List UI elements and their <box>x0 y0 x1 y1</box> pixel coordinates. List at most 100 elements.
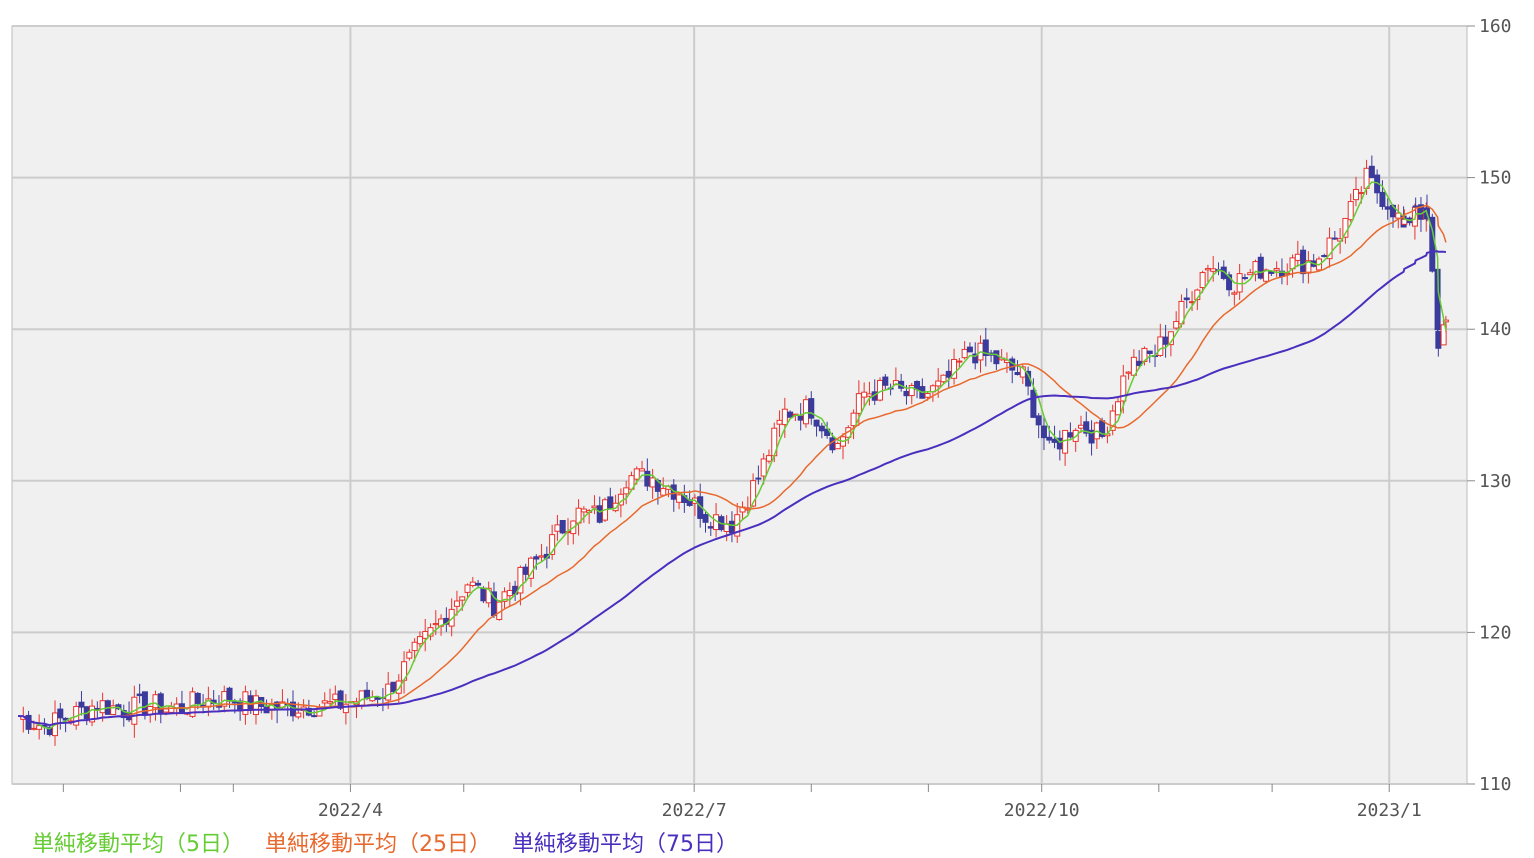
candle-down <box>945 370 952 378</box>
x-tick-label: 2022/10 <box>1004 800 1080 821</box>
candle-down <box>755 477 762 480</box>
candle-up <box>850 412 857 427</box>
candle-up <box>591 505 598 509</box>
candle-down <box>78 701 85 708</box>
candle-up <box>802 399 809 425</box>
legend-ma25: 単純移動平均（25日） <box>265 832 491 857</box>
candle-up <box>1109 410 1116 431</box>
candle-up <box>580 508 587 513</box>
y-tick-label: 140 <box>1479 319 1512 340</box>
candle-down <box>1030 389 1037 418</box>
candle-up <box>1210 268 1217 272</box>
y-tick-label: 150 <box>1479 168 1512 189</box>
y-tick-label: 120 <box>1479 622 1512 643</box>
candle-down <box>728 520 735 534</box>
candle-down <box>337 690 344 709</box>
candle-up <box>1337 238 1344 242</box>
candle-down <box>559 519 566 534</box>
candle-down <box>390 681 397 693</box>
plot-area <box>11 25 1468 785</box>
ma-line-1 <box>17 181 1447 730</box>
candle-down <box>1321 255 1328 258</box>
candle-down <box>797 415 804 421</box>
candle-down <box>231 701 238 704</box>
candle-up <box>1358 192 1365 195</box>
candle-up <box>395 680 402 694</box>
candle-down <box>1040 425 1047 439</box>
candle-up <box>750 480 757 507</box>
candle-up <box>89 705 96 723</box>
candle-down <box>903 390 910 397</box>
candle-down <box>1379 191 1386 207</box>
candle-up <box>908 384 915 397</box>
candle-up <box>660 488 667 496</box>
candle-up <box>781 408 788 426</box>
candle-up <box>385 683 392 701</box>
candle-up <box>1231 292 1238 295</box>
candle-down <box>226 687 233 702</box>
y-tick-label: 130 <box>1479 471 1512 492</box>
candle-up <box>501 591 508 602</box>
candle-up <box>776 419 783 425</box>
candle-down <box>480 587 487 602</box>
candle-up <box>163 708 170 713</box>
candle-up <box>448 608 455 627</box>
candle-down <box>1046 436 1053 441</box>
candle-up <box>416 636 423 645</box>
candle-down <box>813 419 820 427</box>
candle-down <box>1226 274 1233 291</box>
candle-down <box>1067 432 1074 438</box>
candle-up <box>1326 237 1333 260</box>
candle-down <box>1146 350 1153 354</box>
candle-up <box>951 358 958 379</box>
candle-up <box>639 468 646 472</box>
candle-down <box>644 470 651 487</box>
candle-up <box>765 455 772 462</box>
candle-down <box>522 566 529 575</box>
candle-down <box>136 693 143 697</box>
candle-up <box>1115 401 1122 416</box>
candle-up <box>1440 324 1447 346</box>
candle-down <box>57 708 64 719</box>
candle-up <box>1173 321 1180 329</box>
y-tick-label: 160 <box>1479 16 1512 37</box>
candle-down <box>1412 205 1419 208</box>
candle-down <box>533 556 540 560</box>
candle-down <box>1384 206 1391 210</box>
candle-down <box>1257 256 1264 279</box>
candle-up <box>623 487 630 495</box>
candle-up <box>99 700 106 714</box>
candle-up <box>760 458 767 477</box>
candle-up <box>1077 424 1084 429</box>
candle-up <box>295 712 302 718</box>
candle-down <box>1162 336 1169 345</box>
candle-up <box>961 348 968 359</box>
ma-line-3 <box>17 250 1447 727</box>
candle-down <box>1220 266 1227 279</box>
candle-down <box>1183 297 1190 301</box>
candle-up <box>252 695 259 716</box>
candle-down <box>993 350 1000 365</box>
candle-up <box>406 651 413 659</box>
candle-up <box>432 623 439 626</box>
candle-down <box>882 376 889 386</box>
candle-up <box>321 700 328 704</box>
candle-up <box>469 581 476 586</box>
candle-up <box>327 701 334 704</box>
candle-up <box>855 393 862 414</box>
candle-up <box>459 596 466 601</box>
candle-down <box>1300 249 1307 275</box>
x-tick-label: 2022/7 <box>662 800 727 821</box>
candle-up <box>538 555 545 558</box>
candle-up <box>1199 272 1206 289</box>
candle-down <box>1051 438 1058 443</box>
candle-up <box>549 534 556 555</box>
ma-line-2 <box>17 204 1447 726</box>
candle-down <box>1435 331 1442 349</box>
candle-up <box>649 477 656 488</box>
candle-up <box>866 393 873 397</box>
candle-up <box>834 442 841 450</box>
candle-up <box>1294 253 1301 261</box>
candle-up <box>110 705 117 715</box>
